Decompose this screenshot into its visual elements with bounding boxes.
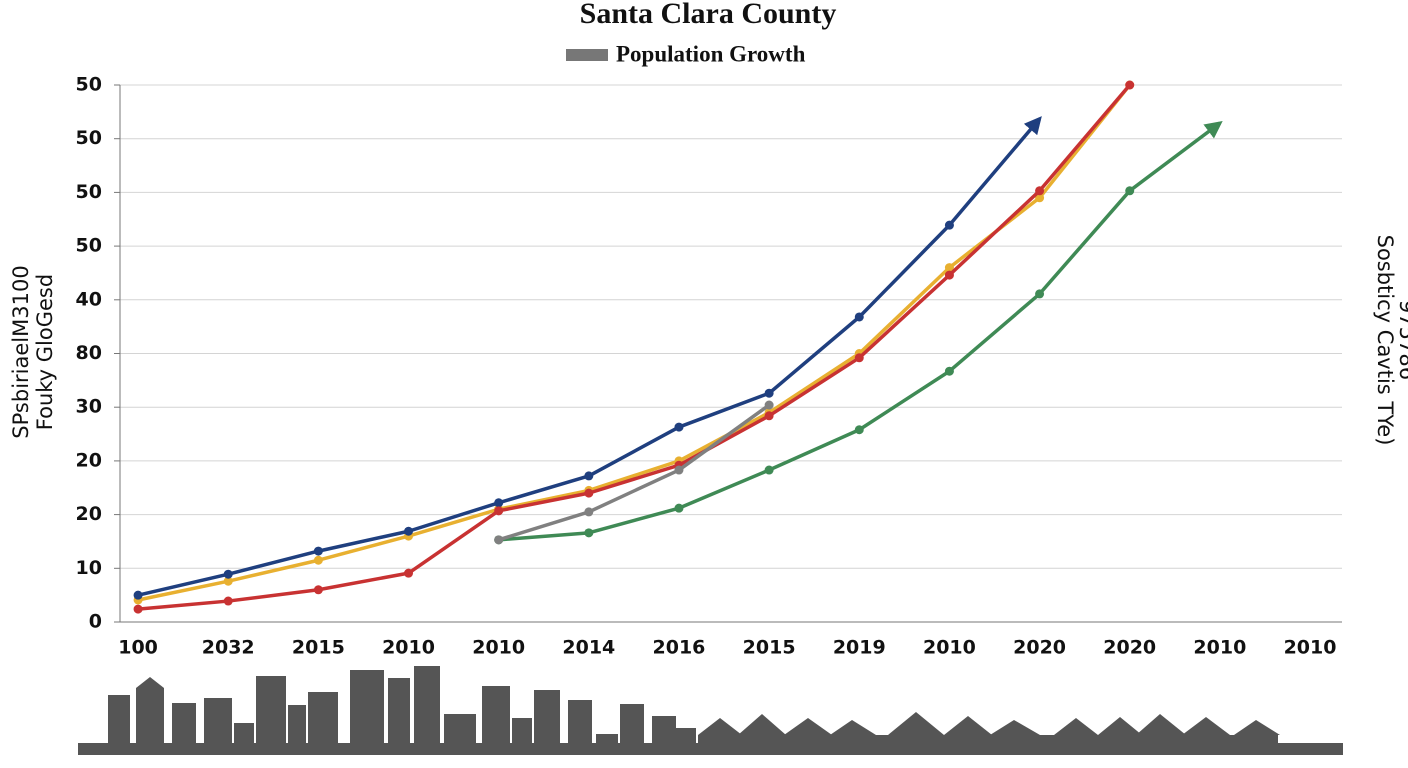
- data-point: [1125, 80, 1135, 90]
- data-point: [764, 388, 774, 398]
- data-point: [584, 488, 594, 498]
- x-tick-label: 2010: [1193, 637, 1246, 659]
- data-point: [764, 400, 774, 410]
- y-tick-label: 40: [76, 288, 102, 310]
- y2-axis-label-line: 975786: [1395, 300, 1408, 380]
- y2-axis-label-line: Sosbticy Cavtis TYe): [1373, 235, 1397, 446]
- data-point: [133, 590, 143, 600]
- series-line: [137, 83, 1132, 602]
- data-point: [854, 425, 864, 435]
- x-tick-label: 2014: [562, 637, 615, 659]
- y-tick-label: 10: [76, 557, 102, 579]
- x-tick-label: 2010: [382, 637, 435, 659]
- y-tick-label: 30: [76, 396, 102, 418]
- y-tick-label: 0: [89, 611, 102, 633]
- series-line: [137, 83, 1132, 611]
- x-tick-label: 2032: [202, 637, 255, 659]
- y-tick-label: 50: [76, 127, 102, 149]
- skyline: [78, 666, 1343, 755]
- data-point: [494, 498, 504, 508]
- data-point: [1035, 193, 1045, 203]
- data-point: [584, 471, 594, 481]
- x-tick-label: 2015: [743, 637, 796, 659]
- data-point: [494, 506, 504, 516]
- data-point: [674, 422, 684, 432]
- data-point: [404, 526, 414, 536]
- y-tick-label: 20: [76, 449, 102, 471]
- x-tick-label: 2010: [923, 637, 976, 659]
- x-tick-label: 2020: [1103, 637, 1156, 659]
- x-tick-label: 2020: [1013, 637, 1066, 659]
- series-line: [498, 403, 771, 542]
- data-point: [1035, 289, 1045, 299]
- x-tick-label: 100: [118, 637, 158, 659]
- data-point: [1035, 186, 1045, 196]
- data-point: [313, 585, 323, 595]
- y-tick-label: 50: [76, 181, 102, 203]
- data-point: [584, 507, 594, 517]
- legend-label: Population Growth: [616, 41, 806, 66]
- data-point: [944, 270, 954, 280]
- data-point: [494, 535, 504, 545]
- y-tick-label: 20: [76, 503, 102, 525]
- data-point: [674, 465, 684, 475]
- x-tick-label: 2010: [472, 637, 525, 659]
- data-point: [944, 366, 954, 376]
- x-tick-label: 2016: [653, 637, 706, 659]
- y-tick-label: 50: [76, 235, 102, 257]
- data-point: [1125, 186, 1135, 196]
- data-point: [854, 312, 864, 322]
- legend-swatch: [566, 49, 608, 61]
- series-line: [137, 116, 1042, 597]
- data-point: [764, 465, 774, 475]
- data-point: [944, 263, 954, 273]
- data-point: [764, 411, 774, 421]
- data-point: [223, 596, 233, 606]
- chart-title: Santa Clara County: [580, 0, 837, 30]
- x-tick-label: 2010: [1284, 637, 1337, 659]
- x-tick-label: 2019: [833, 637, 886, 659]
- data-point: [584, 528, 594, 538]
- data-point: [944, 220, 954, 230]
- series-line: [498, 121, 1223, 542]
- data-point: [313, 546, 323, 556]
- y-tick-label: 80: [76, 342, 102, 364]
- x-tick-label: 2015: [292, 637, 345, 659]
- data-point: [854, 353, 864, 363]
- data-point: [223, 569, 233, 579]
- data-point: [223, 576, 233, 586]
- y2-axis-label: Sosbticy Cavtis TYe) 975786: [1373, 235, 1408, 446]
- data-point: [674, 503, 684, 513]
- data-point: [313, 555, 323, 565]
- y-axis-label-line: Fouky GloGesd: [33, 274, 57, 430]
- y-axis-label-line: SPsbiriaelM3100: [9, 265, 33, 438]
- data-point: [133, 604, 143, 614]
- y-tick-label: 50: [76, 74, 102, 96]
- y-axis-label: SPsbiriaelM3100 Fouky GloGesd: [9, 265, 57, 438]
- data-point: [404, 568, 414, 578]
